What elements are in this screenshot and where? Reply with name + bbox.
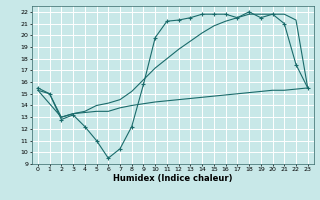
- X-axis label: Humidex (Indice chaleur): Humidex (Indice chaleur): [113, 174, 233, 183]
